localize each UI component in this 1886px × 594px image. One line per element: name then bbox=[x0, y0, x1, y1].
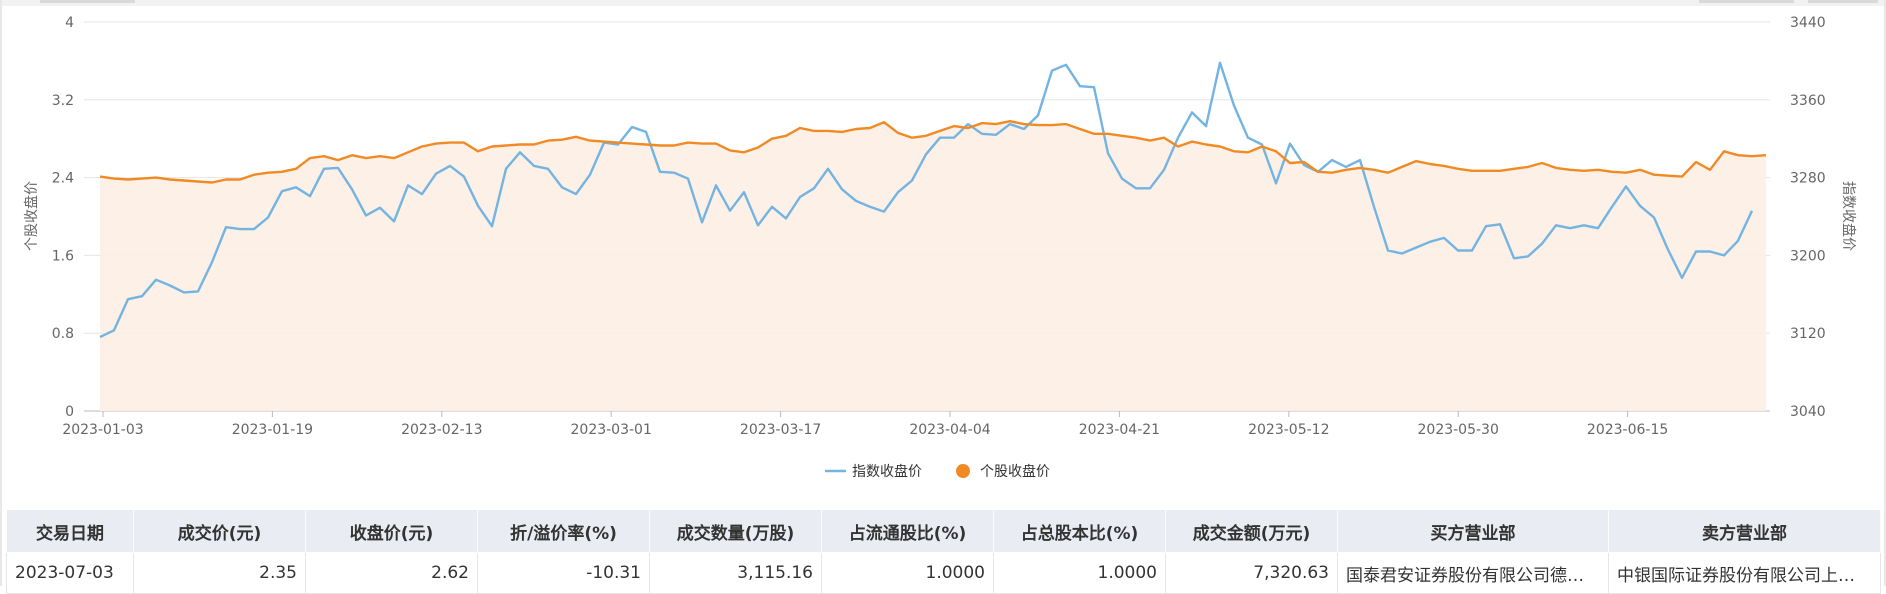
left-tick-label: 2.4 bbox=[52, 171, 74, 187]
x-tick-label: 2023-04-04 bbox=[909, 422, 990, 438]
right-axis: 3040 3120 3200 3280 3360 3440 bbox=[1790, 15, 1826, 420]
x-tick-label: 2023-02-13 bbox=[401, 422, 482, 438]
col-premium-rate[interactable]: 折/溢价率(%) bbox=[477, 509, 650, 553]
right-tick-label: 3280 bbox=[1790, 171, 1826, 187]
stock-price-line[interactable] bbox=[99, 120, 1767, 184]
right-tick-label: 3200 bbox=[1790, 248, 1826, 264]
stock-price-area bbox=[100, 121, 1766, 411]
x-tick-label: 2023-05-30 bbox=[1418, 422, 1499, 438]
table-header-row: 交易日期 成交价(元) 收盘价(元) 折/溢价率(%) 成交数量(万股) 占流通… bbox=[6, 509, 1881, 553]
top-tab-left[interactable] bbox=[40, 0, 135, 3]
cell-trade-price: 2.35 bbox=[133, 552, 306, 594]
table-row[interactable]: 2023-07-03 2.35 2.62 -10.31 3,115.16 1.0… bbox=[6, 552, 1881, 594]
right-tick-label: 3040 bbox=[1790, 404, 1826, 420]
col-trade-price[interactable]: 成交价(元) bbox=[133, 509, 306, 553]
col-seller[interactable]: 卖方营业部 bbox=[1608, 509, 1881, 553]
right-tick-label: 3120 bbox=[1790, 326, 1826, 342]
x-tick-label: 2023-03-01 bbox=[571, 422, 652, 438]
left-tick-label: 3.2 bbox=[52, 93, 74, 109]
cell-volume: 3,115.16 bbox=[649, 552, 822, 594]
index-price-line[interactable] bbox=[99, 61, 1754, 339]
left-tick-label: 0.8 bbox=[52, 326, 74, 342]
legend-index-label[interactable]: 指数收盘价 bbox=[852, 463, 922, 480]
left-tick-label: 1.6 bbox=[52, 248, 74, 264]
col-trade-date[interactable]: 交易日期 bbox=[6, 509, 134, 553]
left-axis-label: 个股收盘价 bbox=[23, 181, 40, 251]
x-tick-label: 2023-03-17 bbox=[740, 422, 821, 438]
left-axis: 0 0.8 1.6 2.4 3.2 4 bbox=[52, 15, 74, 420]
col-total-ratio[interactable]: 占总股本比(%) bbox=[993, 509, 1166, 553]
cell-float-ratio: 1.0000 bbox=[821, 552, 994, 594]
x-tick-label: 2023-01-03 bbox=[62, 422, 143, 438]
x-axis: 2023-01-03 2023-01-19 2023-02-13 2023-03-01… bbox=[62, 411, 1668, 438]
left-tick-label: 0 bbox=[65, 404, 74, 420]
cell-close-price: 2.62 bbox=[305, 552, 478, 594]
x-tick-label: 2023-04-21 bbox=[1079, 422, 1160, 438]
left-tick-label: 4 bbox=[65, 15, 74, 31]
cell-seller[interactable]: 中银国际证券股份有限公司上… bbox=[1608, 552, 1881, 594]
x-tick-label: 2023-05-12 bbox=[1248, 422, 1329, 438]
col-close-price[interactable]: 收盘价(元) bbox=[305, 509, 478, 553]
chart-series bbox=[99, 61, 1767, 411]
top-toolbar-strip bbox=[0, 0, 1886, 6]
right-tick-label: 3360 bbox=[1790, 93, 1826, 109]
col-amount[interactable]: 成交金额(万元) bbox=[1165, 509, 1338, 553]
cell-premium-rate: -10.31 bbox=[477, 552, 650, 594]
col-buyer[interactable]: 买方营业部 bbox=[1337, 509, 1609, 553]
cell-total-ratio: 1.0000 bbox=[993, 552, 1166, 594]
legend-stock-label[interactable]: 个股收盘价 bbox=[980, 463, 1050, 480]
price-chart: 00.81.62.43.24 304031203200328033603440 … bbox=[23, 15, 1857, 480]
cell-amount: 7,320.63 bbox=[1165, 552, 1338, 594]
top-tab-right-2[interactable] bbox=[1808, 0, 1878, 3]
x-tick-label: 2023-01-19 bbox=[232, 422, 313, 438]
top-tab-right-1[interactable] bbox=[1699, 0, 1794, 3]
right-axis-label: 指数收盘价 bbox=[1840, 181, 1857, 251]
chart-legend[interactable]: 指数收盘价 个股收盘价 bbox=[825, 463, 1050, 480]
cell-trade-date: 2023-07-03 bbox=[6, 552, 134, 594]
left-border bbox=[0, 0, 2, 586]
col-volume[interactable]: 成交数量(万股) bbox=[649, 509, 822, 553]
right-border bbox=[1884, 0, 1886, 586]
block-trade-table: 交易日期 成交价(元) 收盘价(元) 折/溢价率(%) 成交数量(万股) 占流通… bbox=[6, 509, 1881, 594]
cell-buyer[interactable]: 国泰君安证券股份有限公司德… bbox=[1337, 552, 1609, 594]
legend-stock-swatch[interactable] bbox=[956, 464, 970, 478]
col-float-ratio[interactable]: 占流通股比(%) bbox=[821, 509, 994, 553]
right-tick-label: 3440 bbox=[1790, 15, 1826, 31]
x-tick-label: 2023-06-15 bbox=[1587, 422, 1668, 438]
